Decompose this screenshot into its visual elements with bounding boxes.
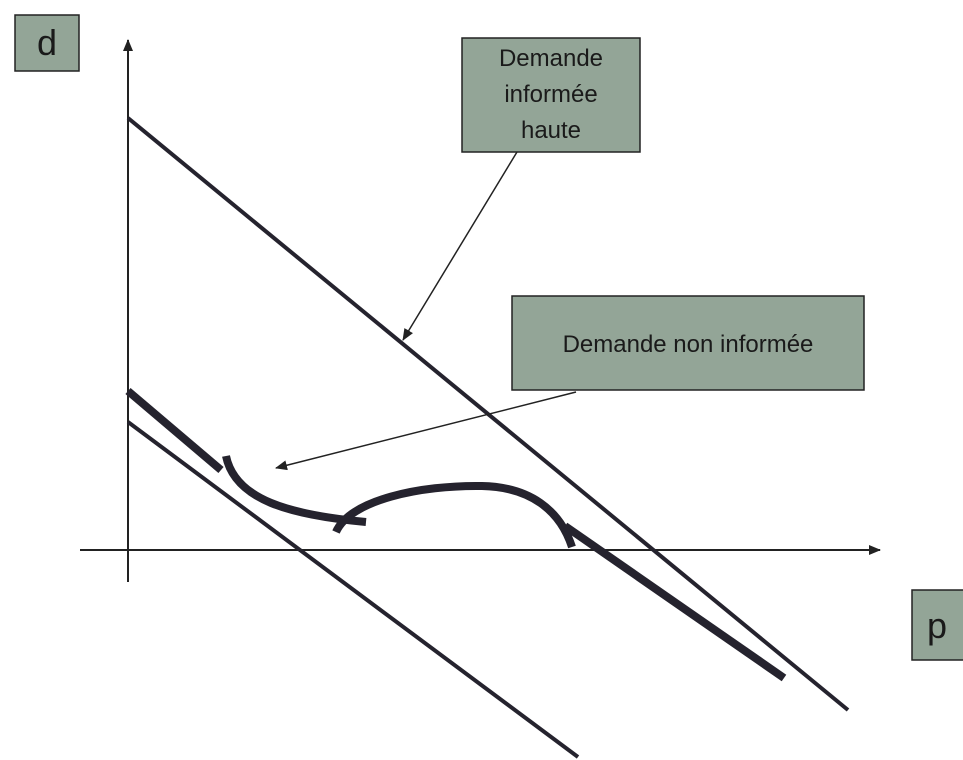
y-label-box: [14, 14, 80, 72]
uninformed-demand: [125, 387, 787, 682]
x-axis-label: p: [927, 605, 947, 646]
y-axis-label: d: [37, 22, 57, 63]
segment: [125, 387, 224, 474]
segment: [562, 522, 787, 682]
curve: [332, 481, 576, 549]
x-label-box: [911, 589, 963, 661]
low-demand-line: [126, 420, 580, 759]
callout-text: Demande non informée: [563, 331, 814, 358]
callout-text: haute: [521, 117, 581, 144]
callout-text: informée: [504, 81, 597, 108]
callout-arrow: [402, 151, 518, 341]
callout-box: [511, 295, 865, 391]
callout-arrow: [275, 391, 577, 471]
callout-text: Demande: [499, 45, 603, 72]
callout-box: [461, 37, 641, 153]
